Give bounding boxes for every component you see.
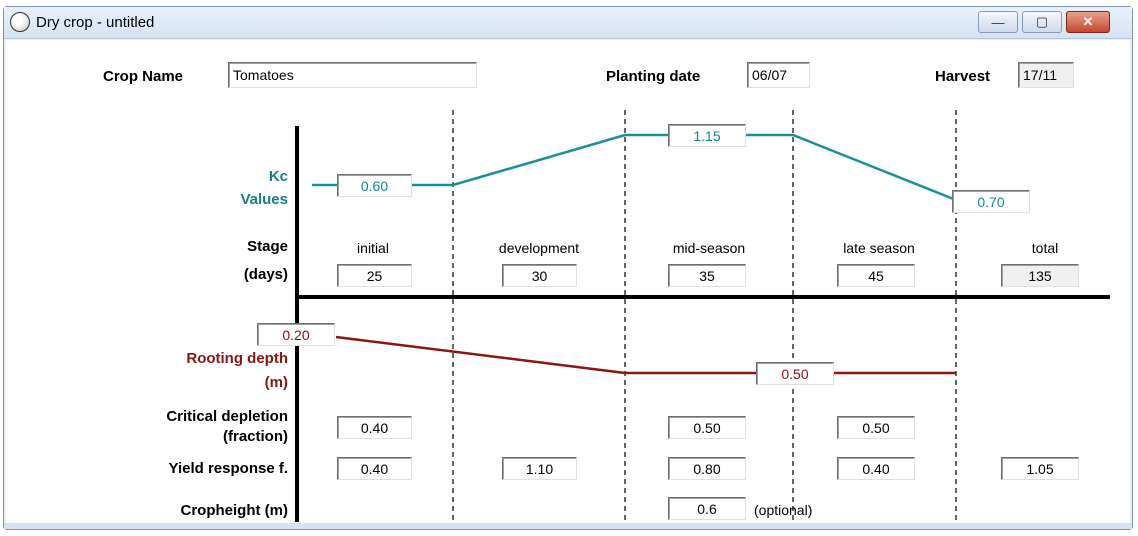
stage-name-total: total	[1031, 240, 1059, 256]
crop-form: Crop Name Tomatoes Planting date 06/07 H…	[6, 40, 1130, 526]
kc-initial-input[interactable]: 0.60	[337, 174, 412, 197]
days-label: (days)	[243, 266, 288, 283]
days-development-input[interactable]: 30	[502, 264, 577, 287]
critical-depletion-late-input[interactable]: 0.50	[837, 416, 915, 439]
critical-depletion-unit-label: (fraction)	[223, 428, 288, 445]
harvest-date-field: 17/11	[1018, 62, 1074, 88]
rooting-depth-unit-label: (m)	[264, 374, 288, 391]
planting-date-label: Planting date	[606, 68, 701, 85]
stage-name-mid-season: mid-season	[672, 240, 746, 256]
days-mid-season-input[interactable]: 35	[668, 264, 746, 287]
days-initial-input[interactable]: 25	[337, 264, 412, 287]
planting-date-input[interactable]: 06/07	[747, 62, 810, 88]
maximize-button[interactable]: ▢	[1022, 11, 1062, 33]
crop-stage-graph	[295, 110, 1110, 522]
crop-name-label: Crop Name	[103, 68, 184, 85]
rooting-depth-max-input[interactable]: 0.50	[756, 362, 834, 385]
critical-depletion-mid-input[interactable]: 0.50	[668, 416, 746, 439]
kc-end-input[interactable]: 0.70	[952, 190, 1030, 213]
critical-depletion-label: Critical depletion	[166, 408, 288, 425]
app-globe-icon[interactable]	[10, 12, 30, 32]
days-total-field: 135	[1001, 264, 1079, 287]
days-late-season-input[interactable]: 45	[837, 264, 915, 287]
kc-mid-input[interactable]: 1.15	[668, 124, 746, 147]
yield-response-total-input[interactable]: 1.05	[1001, 457, 1079, 480]
harvest-label: Harvest	[935, 68, 991, 85]
window-bottom-border	[4, 523, 1132, 529]
kc-values-label: Values	[240, 191, 288, 208]
dry-crop-window: Dry crop - untitled — ▢ ✕ Crop Name Toma…	[3, 6, 1133, 530]
yield-response-initial-input[interactable]: 0.40	[337, 457, 412, 480]
critical-depletion-initial-input[interactable]: 0.40	[337, 416, 412, 439]
kc-label: Kc	[268, 168, 288, 185]
stage-name-late-season: late season	[843, 240, 915, 256]
stage-name-initial: initial	[357, 240, 389, 256]
stage-name-development: development	[498, 240, 580, 256]
cropheight-label: Cropheight (m)	[180, 502, 288, 519]
crop-name-input[interactable]: Tomatoes	[228, 62, 477, 88]
yield-response-development-input[interactable]: 1.10	[502, 457, 577, 480]
rooting-depth-curve	[335, 335, 956, 375]
title-bar: Dry crop - untitled — ▢ ✕	[4, 7, 1132, 39]
rooting-depth-initial-input[interactable]: 0.20	[257, 323, 335, 346]
close-button[interactable]: ✕	[1066, 11, 1110, 33]
window-title: Dry crop - untitled	[36, 14, 155, 31]
yield-response-late-input[interactable]: 0.40	[837, 457, 915, 480]
yield-response-mid-input[interactable]: 0.80	[668, 457, 746, 480]
minimize-button[interactable]: —	[978, 11, 1018, 33]
cropheight-optional-note: (optional)	[754, 502, 813, 518]
yield-response-label: Yield response f.	[168, 460, 288, 477]
stage-label: Stage	[247, 238, 288, 255]
rooting-depth-label: Rooting depth	[186, 350, 288, 367]
cropheight-input[interactable]: 0.6	[668, 497, 746, 520]
